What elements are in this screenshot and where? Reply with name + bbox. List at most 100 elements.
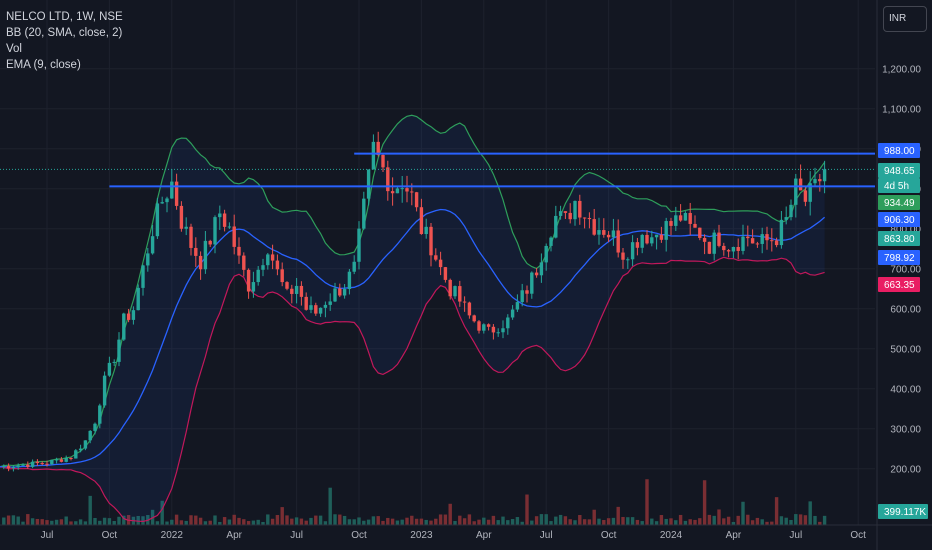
candle: [285, 282, 289, 289]
volume-bar: [414, 518, 419, 525]
volume-bar: [674, 520, 678, 525]
volume-bar: [602, 520, 606, 525]
symbol-title[interactable]: NELCO LTD, 1W, NSE: [6, 11, 123, 23]
volume-bar: [93, 517, 97, 525]
candle: [654, 234, 659, 238]
volume-bar: [482, 517, 486, 525]
candle: [707, 241, 712, 254]
candle: [491, 326, 496, 333]
volume-bars: [2, 479, 827, 525]
candle: [573, 200, 577, 220]
volume-bar: [813, 515, 817, 525]
volume-bar: [510, 519, 515, 525]
x-tick-label: Jul: [290, 530, 303, 541]
volume-bar: [141, 516, 145, 525]
candle: [683, 212, 688, 221]
volume-bar: [54, 519, 59, 525]
volume-bar: [746, 514, 750, 525]
candle: [294, 285, 299, 294]
candle: [530, 272, 534, 294]
volume-bar: [314, 515, 318, 525]
candle: [16, 465, 20, 468]
volume-bar: [318, 515, 323, 525]
candle: [232, 226, 236, 247]
candle: [606, 234, 611, 238]
volume-bar: [448, 503, 452, 525]
horizontal-lines[interactable]: [109, 152, 875, 188]
volume-bar: [376, 516, 380, 525]
candle: [251, 282, 256, 292]
volume-bar: [779, 516, 784, 525]
y-tick-label: 1,100.00: [882, 104, 921, 115]
volume-bar: [102, 517, 107, 525]
candle: [587, 217, 592, 220]
volume-bar: [803, 515, 808, 525]
candle: [184, 226, 188, 229]
candle: [222, 213, 227, 227]
volume-bar: [635, 519, 640, 525]
volume-bar: [650, 518, 654, 525]
candle: [347, 271, 352, 290]
volume-bar: [390, 518, 395, 525]
candle: [578, 200, 582, 218]
indicator-bb[interactable]: BB (20, SMA, close, 2): [6, 27, 123, 39]
volume-bar: [582, 519, 587, 525]
volume-bar: [285, 515, 289, 525]
candle: [59, 459, 64, 462]
volume-bar: [117, 516, 121, 525]
candle: [702, 237, 707, 242]
candle: [11, 467, 16, 469]
x-axis[interactable]: Jul Oct 2022 Apr Jul Oct 2023 Apr Jul Oct 2024 Apr J…: [0, 524, 932, 541]
candle: [261, 265, 265, 270]
volume-bar: [227, 519, 232, 525]
candle: [146, 253, 150, 266]
volume-bar: [664, 518, 668, 525]
volume-bar: [174, 514, 179, 525]
price-tag-label: 948.65: [884, 166, 915, 177]
candle: [669, 221, 673, 226]
candle: [774, 240, 779, 246]
volume-bar: [26, 514, 30, 525]
indicator-ema[interactable]: EMA (9, close): [6, 59, 81, 71]
candle: [717, 232, 721, 246]
candle: [755, 243, 760, 245]
candle: [726, 250, 731, 252]
candle: [510, 309, 515, 318]
candle: [477, 321, 481, 331]
candle: [659, 234, 664, 240]
candle: [270, 254, 275, 261]
volume-bar: [294, 517, 299, 525]
candle: [107, 362, 112, 376]
volume-bar: [784, 517, 788, 525]
price-tag: [878, 212, 920, 227]
candle: [698, 227, 702, 238]
candle: [650, 237, 654, 244]
currency-button[interactable]: INR: [883, 6, 927, 32]
candle: [98, 405, 102, 424]
candle: [803, 190, 808, 202]
volume-bar: [30, 518, 35, 525]
volume-bar: [237, 517, 241, 525]
volume-bar: [597, 518, 601, 525]
candle: [462, 301, 467, 303]
candle: [314, 305, 318, 314]
price-tag: [878, 143, 920, 158]
volume-bar: [64, 516, 68, 525]
candle: [410, 191, 414, 193]
price-tag-label: 988.00: [884, 146, 915, 157]
y-tick-label: 600.00: [890, 304, 921, 315]
price-tags: 988.00 948.65 4d 5h 934.49 906.30 863.80 798.9…: [878, 143, 928, 519]
volume-bar: [122, 515, 126, 525]
candle: [136, 287, 140, 311]
y-tick-label: 300.00: [890, 424, 921, 435]
volume-bar: [611, 517, 616, 525]
candle: [280, 269, 284, 283]
candle: [266, 254, 270, 266]
volume-bar: [381, 520, 385, 525]
candle: [141, 265, 145, 288]
volume-bar: [213, 515, 217, 525]
indicator-vol[interactable]: Vol: [6, 43, 22, 55]
candle: [342, 289, 347, 296]
candle: [155, 203, 160, 237]
